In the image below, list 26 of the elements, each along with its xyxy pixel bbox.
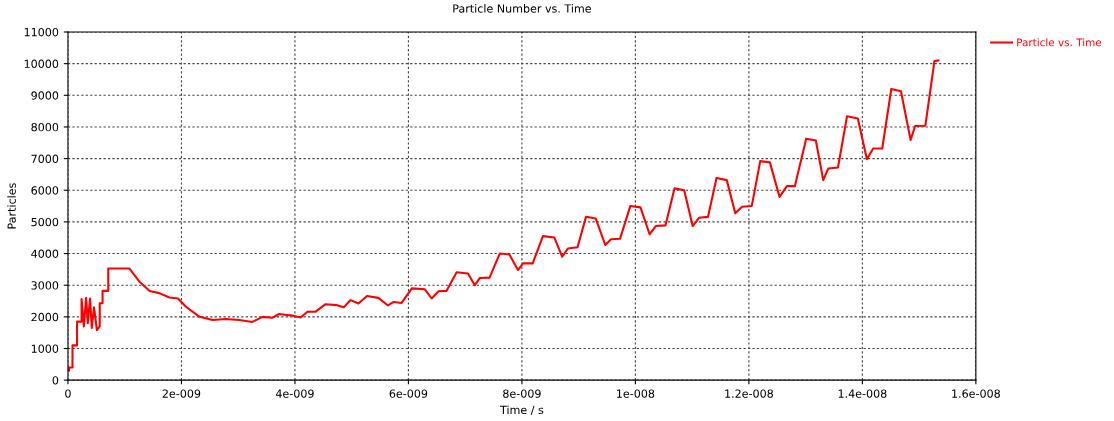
y-tick-label: 6000: [31, 186, 59, 195]
x-tick-label: 1.4e-008: [838, 389, 887, 398]
y-tick-label: 3000: [31, 281, 59, 290]
y-tick-label: 5000: [31, 217, 59, 227]
chart-title: Particle Number vs. Time: [453, 4, 591, 13]
x-tick-label: 2e-009: [162, 389, 201, 398]
y-tick-label: 7000: [31, 154, 59, 163]
x-tick-label: 8e-009: [503, 389, 541, 398]
x-tick-label: 0: [65, 389, 71, 398]
x-axis-title: Time / s: [499, 405, 544, 415]
x-tick-label: 1.2e-008: [725, 389, 773, 398]
x-tick-label: 1.6e-008: [952, 389, 1000, 398]
y-tick-label: 8000: [31, 122, 59, 132]
y-tick-label: 2000: [31, 312, 59, 322]
y-tick-label: 0: [52, 376, 59, 385]
y-tick-label: 9000: [31, 91, 59, 100]
line-series: [67, 59, 940, 372]
legend-label: Particle vs. Time: [1017, 38, 1102, 47]
y-tick-label: 1000: [31, 344, 59, 353]
y-tick-label: 11000: [24, 27, 59, 37]
x-tick-label: 6e-009: [389, 389, 428, 398]
x-tick-label: 1e-008: [617, 389, 655, 398]
x-tick-label: 4e-009: [275, 389, 314, 398]
y-axis-title: Particles: [7, 183, 16, 229]
y-tick-label: 10000: [24, 59, 59, 69]
y-tick-label: 4000: [31, 249, 59, 258]
